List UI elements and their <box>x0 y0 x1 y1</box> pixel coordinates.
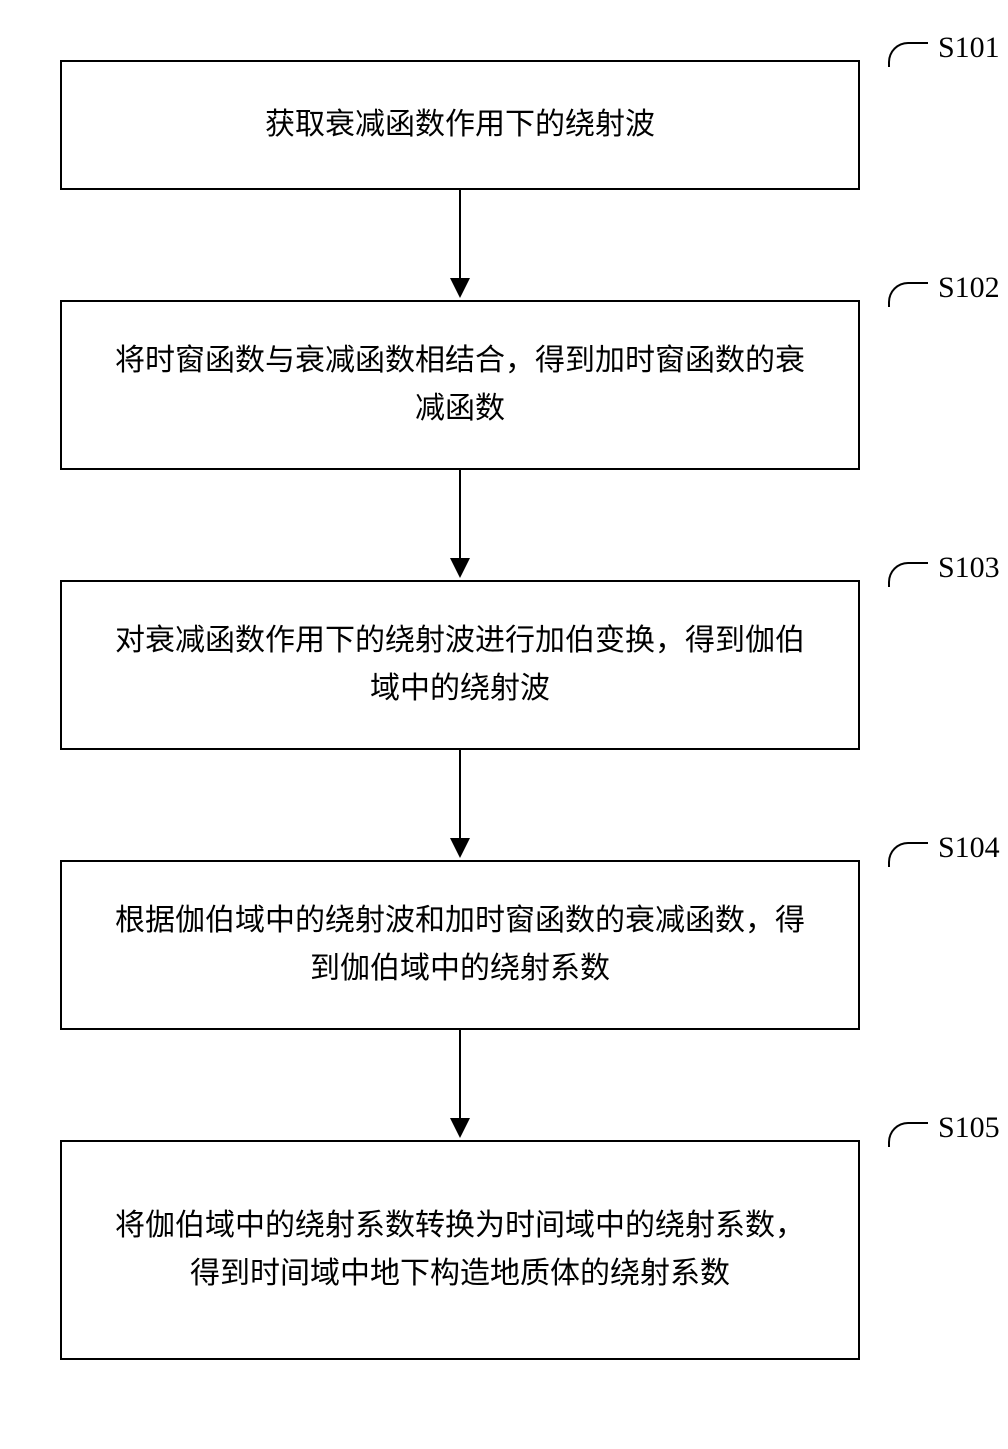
flow-step-s101: 获取衰减函数作用下的绕射波 S101 <box>60 60 860 190</box>
flow-arrow <box>60 750 860 860</box>
flow-step-s105: 将伽伯域中的绕射系数转换为时间域中的绕射系数，得到时间域中地下构造地质体的绕射系… <box>60 1140 860 1360</box>
arrow-head-icon <box>450 278 470 298</box>
arrow-line-icon <box>459 1030 461 1120</box>
flowchart-container: 获取衰减函数作用下的绕射波 S101 将时窗函数与衰减函数相结合，得到加时窗函数… <box>0 0 1008 1360</box>
arrow-head-icon <box>450 1118 470 1138</box>
flow-arrow <box>60 1030 860 1140</box>
step-label: S101 <box>938 24 1000 72</box>
arrow-line-icon <box>459 470 461 560</box>
arrow-line-icon <box>459 190 461 280</box>
flow-step-text: 对衰减函数作用下的绕射波进行加伯变换，得到伽伯域中的绕射波 <box>102 617 818 713</box>
label-hook-icon <box>888 842 928 867</box>
label-hook-icon <box>888 282 928 307</box>
flow-step-text: 根据伽伯域中的绕射波和加时窗函数的衰减函数，得到伽伯域中的绕射系数 <box>102 897 818 993</box>
label-hook-icon <box>888 562 928 587</box>
step-label: S105 <box>938 1104 1000 1152</box>
step-label: S102 <box>938 264 1000 312</box>
flow-step-text: 将伽伯域中的绕射系数转换为时间域中的绕射系数，得到时间域中地下构造地质体的绕射系… <box>102 1202 818 1298</box>
arrow-line-icon <box>459 750 461 840</box>
flow-step-s104: 根据伽伯域中的绕射波和加时窗函数的衰减函数，得到伽伯域中的绕射系数 S104 <box>60 860 860 1030</box>
step-label: S103 <box>938 544 1000 592</box>
label-hook-icon <box>888 42 928 67</box>
arrow-head-icon <box>450 558 470 578</box>
arrow-head-icon <box>450 838 470 858</box>
flow-arrow <box>60 470 860 580</box>
flow-arrow <box>60 190 860 300</box>
step-label: S104 <box>938 824 1000 872</box>
flow-step-text: 将时窗函数与衰减函数相结合，得到加时窗函数的衰减函数 <box>102 337 818 433</box>
flow-step-s102: 将时窗函数与衰减函数相结合，得到加时窗函数的衰减函数 S102 <box>60 300 860 470</box>
flow-step-text: 获取衰减函数作用下的绕射波 <box>265 101 655 149</box>
label-hook-icon <box>888 1122 928 1147</box>
flow-step-s103: 对衰减函数作用下的绕射波进行加伯变换，得到伽伯域中的绕射波 S103 <box>60 580 860 750</box>
